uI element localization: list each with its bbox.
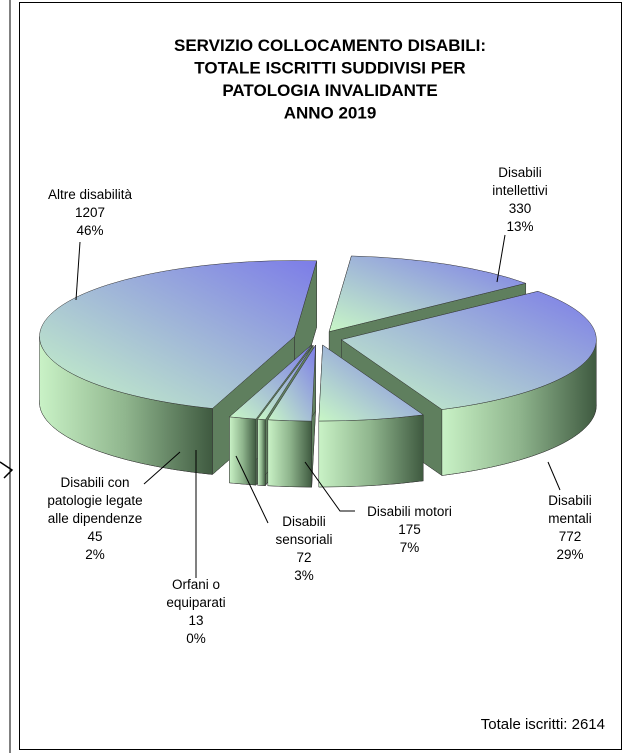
label-percent_labels: 13% <box>506 219 534 234</box>
data-label: Disabili motori 175 7% <box>352 503 467 557</box>
label-percent_labels: 3% <box>294 568 314 583</box>
arrow <box>0 461 14 479</box>
label-values: 330 <box>508 201 532 216</box>
leader-line <box>304 461 355 512</box>
total: Totale iscritti: 2614 <box>480 716 605 733</box>
label-values: 175 <box>398 522 421 537</box>
slice-side <box>318 414 424 488</box>
leader-line <box>75 241 81 301</box>
label-categories: Disabili sensoriali <box>275 514 333 547</box>
label-percent_labels: 29% <box>556 547 584 562</box>
label-percent_labels: 7% <box>399 540 420 555</box>
label-percent_labels: 0% <box>186 631 206 646</box>
data-label: Disabili intellettivi 330 13% <box>478 164 562 236</box>
leader-line <box>547 461 561 491</box>
leaders <box>75 234 561 578</box>
label-values: 1207 <box>74 205 106 220</box>
pie <box>39 255 597 488</box>
title: SERVIZIO COLLOCAMENTO DISABILI: TOTALE IS… <box>174 36 486 123</box>
slice <box>267 344 316 488</box>
data-label: Disabili mentali 772 29% <box>538 492 602 564</box>
data-label: Orfani o equiparati 13 0% <box>158 576 234 648</box>
slice-top <box>267 344 316 422</box>
slice-top <box>328 255 527 333</box>
slice-top <box>340 291 597 410</box>
label-values: 772 <box>558 529 582 544</box>
label-categories: Disabili mentali <box>548 493 592 526</box>
title-line: ANNO 2019 <box>284 104 377 123</box>
leader-line <box>235 455 269 524</box>
title-line: SERVIZIO COLLOCAMENTO DISABILI: <box>174 36 486 55</box>
label-categories: Orfani o equiparati <box>166 577 226 610</box>
title-line: TOTALE ISCRITTI SUDDIVISI PER <box>194 59 465 78</box>
slice-top <box>228 344 312 420</box>
slice-top <box>257 344 314 420</box>
label-values: 13 <box>188 613 204 628</box>
label-categories: Disabili motori <box>367 504 452 519</box>
label-values: 72 <box>296 550 312 565</box>
leader-line <box>496 234 506 283</box>
data-label: Disabili sensoriali 72 3% <box>265 513 343 585</box>
slice-side <box>257 418 266 486</box>
label-percent_labels: 46% <box>76 223 104 238</box>
leader-line <box>143 451 181 485</box>
label-categories: Disabili intellettivi <box>492 165 548 198</box>
title-line: PATOLOGIA INVALIDANTE <box>222 81 437 100</box>
slice-top <box>39 260 318 409</box>
label-categories: Altre disabilità <box>47 187 133 202</box>
label-percent_labels: 2% <box>85 547 105 562</box>
label-categories: Disabili con patologie legate alle dipen… <box>47 475 143 526</box>
data-label: Disabili con patologie legate alle dipen… <box>45 474 145 564</box>
slice-side <box>229 416 257 486</box>
slice-side <box>267 419 312 488</box>
data-label: Altre disabilità 1207 46% <box>30 186 150 240</box>
label-values: 45 <box>87 529 103 544</box>
chart-frame <box>19 2 622 750</box>
slice <box>318 344 424 488</box>
slice-top <box>318 344 424 422</box>
